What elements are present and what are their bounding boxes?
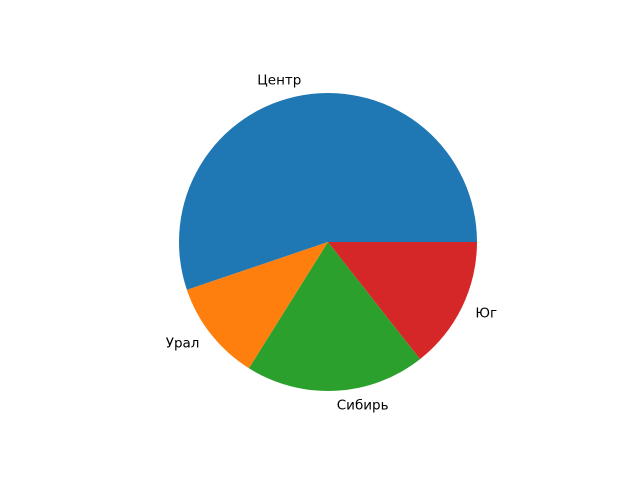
- pie-slice-3: [248, 242, 421, 392]
- slice-label-3: Сибирь: [337, 398, 389, 414]
- slice-label-1: Центр: [257, 72, 301, 88]
- pie-slice-2: [186, 242, 328, 369]
- pie-slice-4: [328, 242, 477, 360]
- pie-slice-1: [179, 93, 477, 290]
- slice-label-4: Юг: [475, 306, 497, 322]
- slice-label-2: Урал: [166, 336, 200, 352]
